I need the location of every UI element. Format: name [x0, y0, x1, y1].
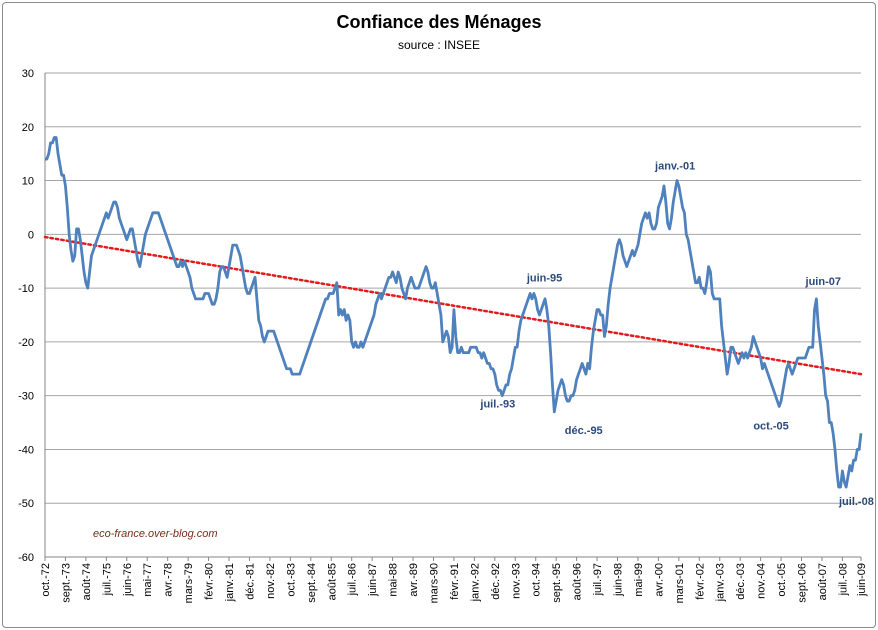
annotation-label: juil.-08: [838, 496, 874, 508]
plot-area: [43, 136, 863, 489]
annotations: juil.-93 juin-95 déc.-95 janv.-01 oct.-05 jui…: [479, 161, 873, 509]
x-tick-label: sept.-95: [551, 563, 563, 603]
x-tick-label: sept.-84: [306, 563, 318, 603]
x-tick-label: mars-79: [183, 563, 195, 603]
x-tick-label: févr.-91: [449, 563, 461, 600]
annotation-label: juin-07: [805, 276, 841, 288]
x-tick-label: août-74: [81, 563, 93, 600]
y-tick-label: 0: [28, 229, 34, 241]
y-tick-label: -30: [18, 391, 34, 403]
y-tick-label: 30: [22, 68, 34, 80]
x-tick-label: juil.-97: [592, 563, 604, 596]
x-tick-label: août-07: [817, 563, 829, 600]
x-tick-label: mai-77: [142, 563, 154, 597]
y-tick-label: 20: [22, 122, 34, 134]
x-tick-label: juil.-08: [837, 563, 849, 596]
y-tick-label: -40: [18, 444, 34, 456]
x-tick-label: juin-76: [122, 563, 134, 597]
x-tick-label: juil.-86: [347, 563, 359, 596]
x-tick-label: avr.-00: [653, 563, 665, 597]
x-tick-label: juin-87: [367, 563, 379, 597]
y-tick-label: -50: [18, 498, 34, 510]
y-tick-label: -60: [18, 552, 34, 564]
y-axis-ticks: 30 20 10 0 -10 -20 -30 -40 -50 -60: [18, 68, 34, 564]
y-tick-label: -10: [18, 283, 34, 295]
annotation-label: janv.-01: [654, 161, 695, 173]
x-tick-label: oct.-83: [285, 563, 297, 597]
watermark-text: eco-france.over-blog.com: [93, 528, 218, 540]
x-tick-label: nov.-82: [265, 563, 277, 599]
chart-subtitle: source : INSEE: [397, 38, 481, 52]
x-tick-label: mai-99: [633, 563, 645, 597]
x-tick-label: juin-09: [856, 563, 868, 597]
x-tick-label: sept.-73: [60, 563, 72, 603]
series-line: [45, 136, 863, 489]
x-tick-label: juin-98: [613, 563, 625, 597]
x-tick-label: déc.-92: [490, 563, 502, 600]
gridlines: [44, 72, 861, 558]
x-tick-label: août-96: [572, 563, 584, 600]
x-tick-label: avr.-78: [163, 563, 175, 597]
x-tick-label: févr.-02: [694, 563, 706, 600]
x-tick-label: janv.-03: [715, 563, 727, 602]
x-tick-label: nov.-93: [510, 563, 522, 599]
annotation-label: oct.-05: [753, 420, 788, 432]
chart-title: Confiance des Ménages: [336, 12, 542, 32]
y-tick-label: 10: [22, 176, 34, 188]
x-tick-label: oct.-05: [776, 563, 788, 597]
x-tick-label: oct.-94: [531, 563, 543, 597]
x-tick-label: nov.-04: [756, 563, 768, 599]
x-tick-label: janv.-81: [224, 563, 236, 602]
x-tick-label: juil.-75: [101, 563, 113, 596]
x-tick-label: mai-88: [388, 563, 400, 597]
y-tick-label: -20: [18, 337, 34, 349]
x-tick-label: févr.-80: [204, 563, 216, 600]
x-tick-label: déc.-81: [244, 563, 256, 600]
x-tick-label: mars-90: [428, 563, 440, 603]
x-tick-label: janv.-92: [469, 563, 481, 602]
annotation-label: juin-95: [526, 272, 562, 284]
x-tick-label: sept.-06: [797, 563, 809, 603]
x-axis-ticks: oct.-72 sept.-73 août-74 juil.-75 juin-76 mai…: [40, 557, 868, 603]
annotation-label: déc.-95: [565, 425, 603, 437]
trend-line: [43, 235, 863, 376]
x-tick-label: oct.-72: [40, 563, 52, 597]
annotation-label: juil.-93: [479, 398, 515, 410]
x-tick-label: août-85: [326, 563, 338, 600]
x-tick-label: avr.-89: [408, 563, 420, 597]
x-tick-label: mars-01: [674, 563, 686, 603]
x-tick-label: déc.-03: [735, 563, 747, 600]
